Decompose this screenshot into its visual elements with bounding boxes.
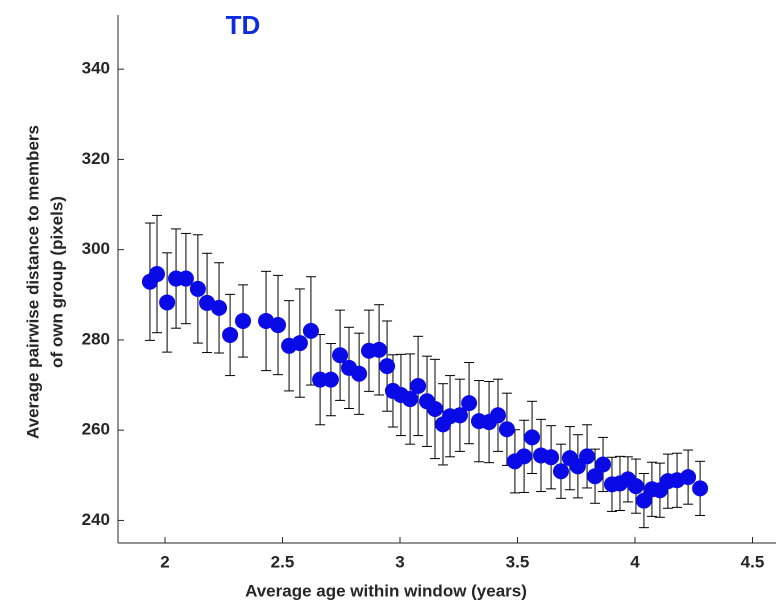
y-tick-label: 340 xyxy=(82,59,110,78)
x-tick-label: 3 xyxy=(395,552,404,571)
point xyxy=(451,407,468,424)
point xyxy=(587,468,604,485)
y-axis-label: Average pairwise distance to members xyxy=(23,125,42,439)
x-tick-label: 2 xyxy=(160,552,169,571)
point xyxy=(461,395,478,412)
point xyxy=(543,449,560,466)
point xyxy=(516,448,533,465)
point xyxy=(552,463,569,480)
point xyxy=(159,294,176,311)
x-tick-label: 2.5 xyxy=(271,552,295,571)
x-axis-label: Average age within window (years) xyxy=(245,581,527,600)
point xyxy=(692,480,709,497)
point xyxy=(189,280,206,297)
point xyxy=(627,478,644,495)
point xyxy=(489,407,506,424)
y-axis-label: of own group (pixels) xyxy=(47,196,66,368)
point xyxy=(410,377,427,394)
point xyxy=(235,312,252,329)
point xyxy=(595,456,612,473)
point xyxy=(322,371,339,388)
chart-title: TD xyxy=(226,10,261,40)
point xyxy=(402,391,419,408)
x-tick-label: 4.5 xyxy=(741,552,765,571)
y-tick-label: 280 xyxy=(82,329,110,348)
point xyxy=(351,365,368,382)
point xyxy=(524,429,541,446)
point xyxy=(302,322,319,339)
point xyxy=(211,299,228,316)
point xyxy=(379,358,396,375)
x-tick-label: 3.5 xyxy=(506,552,530,571)
point xyxy=(498,421,515,438)
point xyxy=(222,326,239,343)
point xyxy=(177,270,194,287)
point xyxy=(680,469,697,486)
point xyxy=(427,400,444,417)
point xyxy=(291,335,308,352)
point xyxy=(149,266,166,283)
y-tick-label: 320 xyxy=(82,149,110,168)
point xyxy=(199,294,216,311)
y-tick-label: 260 xyxy=(82,420,110,439)
y-tick-label: 300 xyxy=(82,239,110,258)
y-tick-label: 240 xyxy=(82,510,110,529)
x-tick-label: 4 xyxy=(630,552,640,571)
point xyxy=(270,317,287,334)
point xyxy=(635,492,652,509)
point xyxy=(579,448,596,465)
point xyxy=(371,341,388,358)
point xyxy=(332,347,349,364)
